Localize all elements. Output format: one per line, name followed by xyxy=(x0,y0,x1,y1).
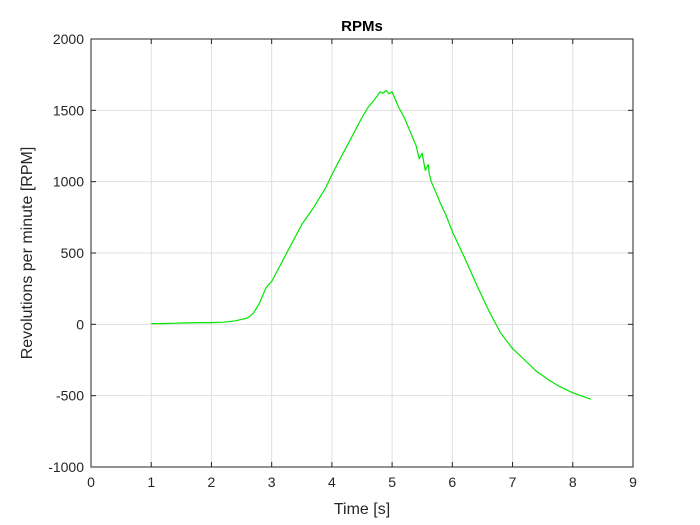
y-axis-label: Revolutions per minute [RPM] xyxy=(19,147,36,360)
x-tick-label: 5 xyxy=(388,474,396,490)
x-axis-label: Time [s] xyxy=(334,501,390,518)
y-tick-label: 0 xyxy=(76,316,84,332)
x-tick-label: 3 xyxy=(268,474,276,490)
y-tick-label: 2000 xyxy=(53,31,84,47)
x-tick-label: 9 xyxy=(629,474,637,490)
y-tick-label: -500 xyxy=(56,388,84,404)
y-tick-label: 1500 xyxy=(53,102,84,118)
rpm-series-line xyxy=(151,89,591,400)
grid xyxy=(91,39,633,467)
y-tick-label: 1000 xyxy=(53,174,84,190)
x-tick-label: 1 xyxy=(147,474,155,490)
x-tick-label: 2 xyxy=(208,474,216,490)
tick-labels: 0 1 2 3 4 5 6 7 8 9 -1000 -500 0 500 1000 1500 2000 xyxy=(48,31,637,490)
chart-title: RPMs xyxy=(341,18,383,35)
x-tick-label: 6 xyxy=(448,474,456,490)
y-tick-label: -1000 xyxy=(48,459,84,475)
ticks xyxy=(90,38,634,468)
series-layer xyxy=(151,89,591,400)
y-tick-label: 500 xyxy=(61,245,85,261)
x-tick-label: 0 xyxy=(87,474,95,490)
x-tick-label: 7 xyxy=(509,474,517,490)
x-tick-label: 4 xyxy=(328,474,336,490)
x-tick-label: 8 xyxy=(569,474,577,490)
